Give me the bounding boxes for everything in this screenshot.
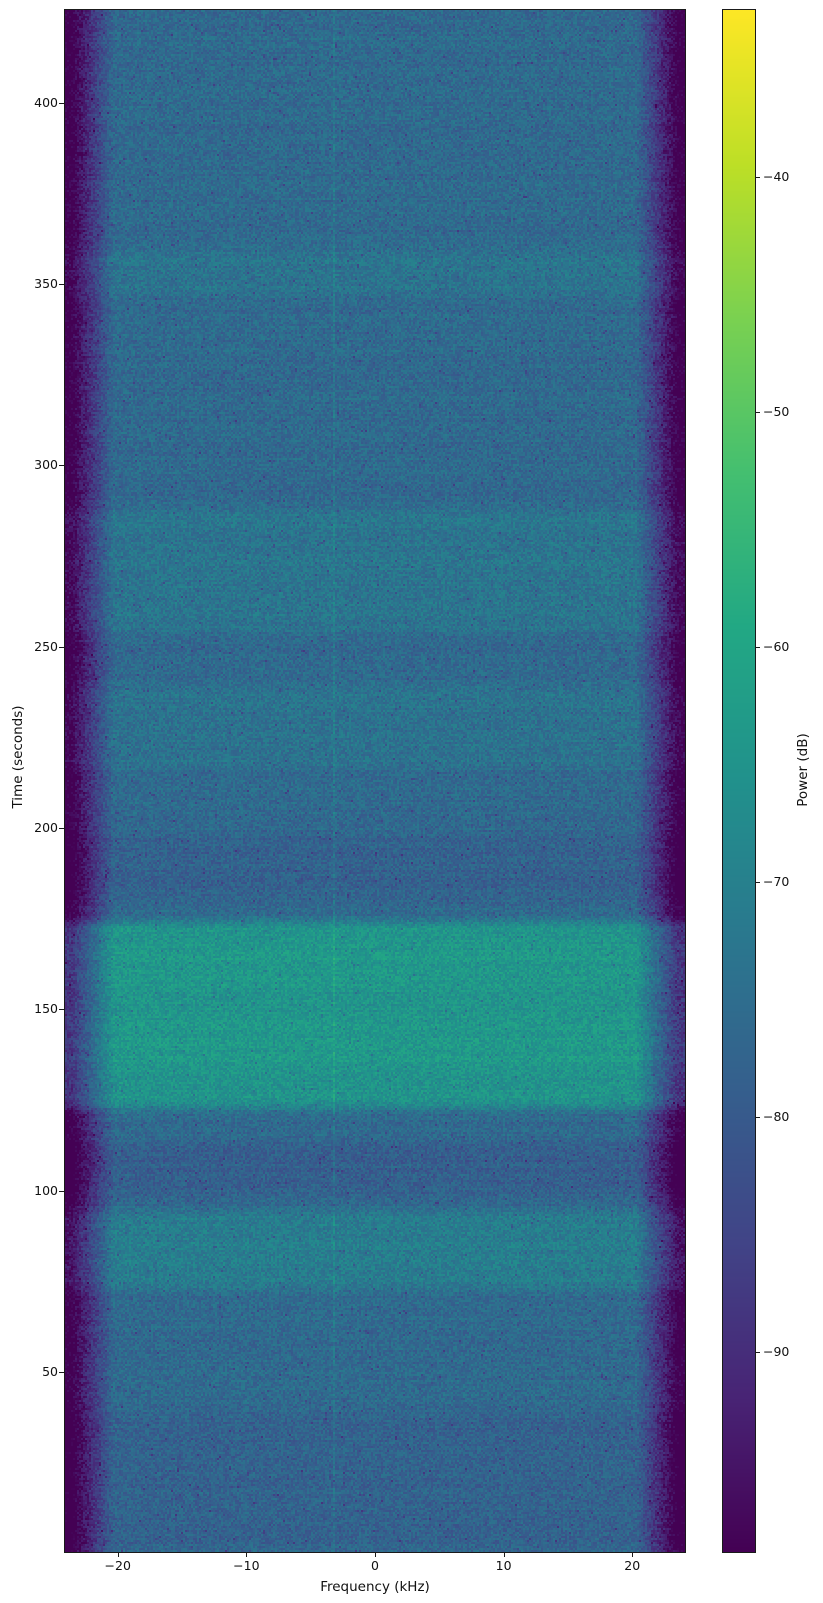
colorbar-tick bbox=[756, 176, 760, 178]
y-axis-label: Time (seconds) bbox=[10, 705, 26, 809]
x-axis-tick bbox=[246, 1553, 248, 1557]
x-axis-tick bbox=[632, 1553, 634, 1557]
colorbar-tick-label: −70 bbox=[763, 874, 790, 890]
colorbar-tick-label: −40 bbox=[763, 168, 790, 184]
y-axis-tick bbox=[59, 1009, 64, 1011]
x-axis-label: Frequency (kHz) bbox=[320, 1579, 430, 1595]
y-axis-tick bbox=[59, 828, 64, 830]
y-axis-tick-label: 150 bbox=[34, 1001, 58, 1017]
y-axis-tick bbox=[59, 1190, 64, 1192]
spectrogram-plot-area bbox=[64, 9, 686, 1553]
colorbar-tick-label: −60 bbox=[763, 639, 790, 654]
x-axis-tick bbox=[503, 1553, 505, 1557]
y-axis-tick bbox=[59, 1372, 64, 1374]
colorbar-label: Power (dB) bbox=[795, 733, 811, 807]
y-axis-tick-label: 250 bbox=[34, 638, 58, 654]
colorbar-tick bbox=[756, 1352, 760, 1354]
x-axis-tick-label: 10 bbox=[495, 1558, 512, 1573]
y-axis-tick-label: 300 bbox=[34, 457, 58, 473]
colorbar-gradient-canvas bbox=[723, 10, 755, 1552]
x-axis-tick-label: −20 bbox=[104, 1558, 131, 1573]
y-axis-tick bbox=[59, 284, 64, 286]
y-axis-tick-label: 400 bbox=[34, 94, 58, 110]
colorbar-tick-label: −80 bbox=[763, 1109, 790, 1125]
colorbar-tick bbox=[756, 882, 760, 884]
colorbar bbox=[722, 9, 756, 1553]
spectrogram-heatmap-canvas bbox=[65, 10, 685, 1552]
y-axis-tick-label: 200 bbox=[34, 820, 58, 836]
colorbar-tick bbox=[756, 647, 760, 648]
y-axis-tick bbox=[59, 465, 64, 467]
x-axis-tick-label: 20 bbox=[624, 1558, 641, 1573]
colorbar-tick-label: −90 bbox=[763, 1344, 790, 1360]
x-axis-tick-label: −10 bbox=[233, 1558, 260, 1573]
y-axis-tick-label: 350 bbox=[34, 276, 58, 292]
y-axis-tick-label: 100 bbox=[34, 1182, 58, 1198]
colorbar-tick-label: −50 bbox=[763, 403, 790, 419]
x-axis-tick bbox=[117, 1553, 119, 1557]
y-axis-tick-label: 50 bbox=[42, 1364, 58, 1380]
colorbar-tick bbox=[756, 1117, 760, 1119]
x-axis-tick bbox=[375, 1553, 376, 1557]
y-axis-tick bbox=[59, 102, 64, 104]
colorbar-tick bbox=[756, 411, 760, 413]
y-axis-tick bbox=[59, 646, 64, 648]
x-axis-tick-label: 0 bbox=[371, 1558, 379, 1573]
